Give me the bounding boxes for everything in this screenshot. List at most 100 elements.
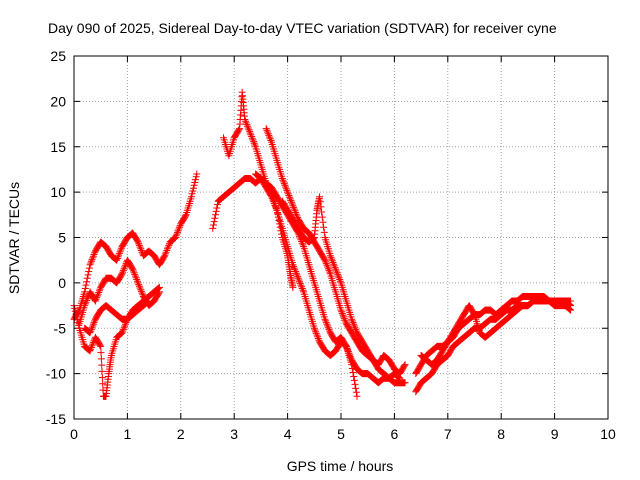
data-point xyxy=(96,341,104,349)
data-point xyxy=(313,331,321,339)
y-tick-label: 20 xyxy=(50,93,66,109)
data-point xyxy=(155,288,163,296)
data-point xyxy=(213,204,221,212)
data-point xyxy=(278,230,286,238)
y-tick-label: -5 xyxy=(54,320,67,336)
data-point xyxy=(318,208,326,216)
data-point xyxy=(285,192,293,199)
data-point xyxy=(401,379,409,387)
data-point xyxy=(316,193,324,201)
data-point xyxy=(86,347,94,355)
data-point xyxy=(88,324,96,332)
data-point xyxy=(333,269,341,277)
data-point xyxy=(310,324,318,332)
data-point xyxy=(299,241,307,249)
data-point xyxy=(314,333,322,341)
data-point xyxy=(114,253,122,261)
data-point xyxy=(135,281,143,289)
data-point xyxy=(324,265,332,273)
data-point xyxy=(113,256,121,264)
data-point xyxy=(277,227,285,235)
data-point xyxy=(145,297,153,305)
data-point xyxy=(292,209,300,216)
data-point xyxy=(115,251,123,259)
data-point xyxy=(322,319,330,327)
data-point xyxy=(286,193,294,201)
data-point xyxy=(351,324,359,332)
data-point xyxy=(249,136,257,144)
data-point xyxy=(349,319,357,327)
data-point xyxy=(210,218,218,226)
data-point xyxy=(337,306,345,314)
data-point xyxy=(119,266,127,274)
data-point xyxy=(401,361,409,369)
data-point xyxy=(160,253,168,261)
data-point xyxy=(75,307,83,315)
data-point xyxy=(281,181,289,189)
data-point xyxy=(118,270,126,278)
data-point xyxy=(98,374,106,382)
data-point xyxy=(353,392,361,400)
data-point xyxy=(299,286,307,294)
data-point xyxy=(119,268,127,276)
data-point xyxy=(83,297,91,304)
chart-title: Day 090 of 2025, Sidereal Day-to-day VTE… xyxy=(48,20,557,36)
data-point xyxy=(244,124,252,132)
data-point xyxy=(85,264,93,272)
data-point xyxy=(212,207,220,215)
data-point xyxy=(117,244,125,252)
data-point xyxy=(182,212,189,220)
data-point xyxy=(163,247,171,254)
data-point xyxy=(172,232,180,240)
data-point xyxy=(350,320,358,328)
data-point xyxy=(352,325,360,333)
data-point xyxy=(312,329,320,337)
data-point xyxy=(89,340,97,348)
data-point xyxy=(341,316,349,324)
data-point xyxy=(137,286,145,294)
data-point xyxy=(82,281,90,289)
data-point xyxy=(342,342,350,350)
data-point xyxy=(352,384,360,392)
data-point xyxy=(339,311,347,319)
data-point xyxy=(312,328,320,336)
data-point xyxy=(319,218,327,226)
data-point xyxy=(282,185,290,193)
data-point xyxy=(130,269,138,277)
data-point xyxy=(336,277,344,285)
data-point xyxy=(161,252,169,260)
data-point xyxy=(343,344,351,352)
data-point xyxy=(89,252,97,260)
data-point xyxy=(243,121,251,129)
data-point xyxy=(212,211,219,219)
data-point xyxy=(88,342,96,350)
data-point xyxy=(91,317,99,325)
data-point xyxy=(352,388,360,396)
data-point xyxy=(328,255,336,263)
data-point xyxy=(131,270,139,278)
data-point xyxy=(97,349,105,357)
data-point xyxy=(163,245,171,253)
data-point xyxy=(90,251,98,258)
data-point xyxy=(349,369,357,376)
data-point xyxy=(87,325,95,333)
data-point xyxy=(93,294,101,302)
data-point xyxy=(136,284,144,292)
data-point xyxy=(322,258,330,266)
data-point xyxy=(248,134,256,142)
data-point xyxy=(133,277,141,285)
data-point xyxy=(345,349,353,357)
data-point xyxy=(244,122,252,130)
data-point xyxy=(131,272,139,280)
x-tick-label: 8 xyxy=(497,426,505,442)
data-point xyxy=(328,257,336,265)
data-point xyxy=(329,259,337,266)
data-point xyxy=(250,139,258,147)
data-point xyxy=(290,205,298,213)
data-point xyxy=(116,248,124,256)
data-point xyxy=(137,245,145,253)
x-tick-label: 1 xyxy=(124,426,132,442)
data-point xyxy=(325,266,333,274)
data-point xyxy=(190,184,197,192)
